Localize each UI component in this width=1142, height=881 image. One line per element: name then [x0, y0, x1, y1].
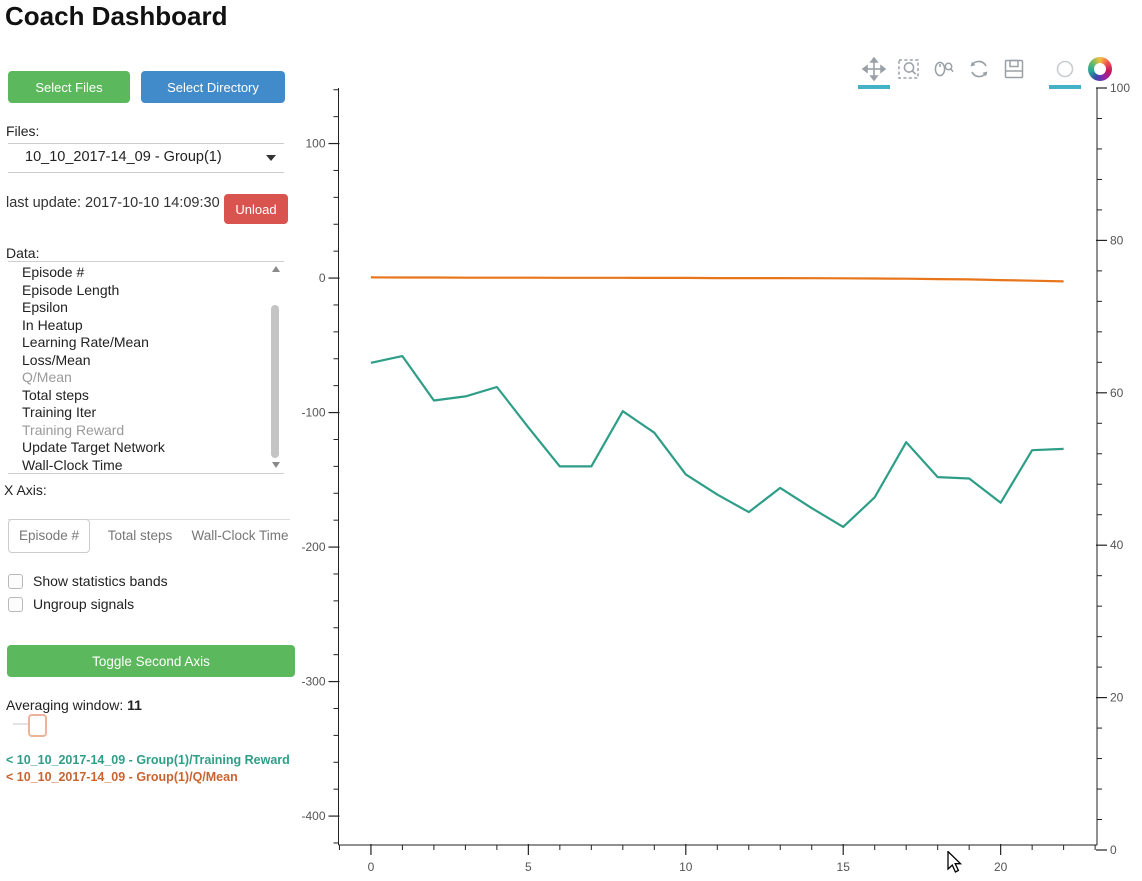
- axis-tick-label: 10: [679, 860, 693, 874]
- reset-icon: [970, 60, 988, 78]
- axis-tick-label: 60: [1110, 386, 1124, 400]
- data-list-item[interactable]: Loss/Mean: [22, 351, 91, 368]
- axis-tick-label: 0: [368, 860, 375, 874]
- axis-tick-label: 100: [1110, 81, 1130, 95]
- averaging-window-value: 11: [127, 697, 142, 713]
- scrollbar-thumb[interactable]: [271, 305, 279, 458]
- ungroup-signals-checkbox[interactable]: Ungroup signals: [8, 596, 134, 612]
- data-list-item[interactable]: Learning Rate/Mean: [22, 334, 149, 350]
- data-list-item[interactable]: Wall-Clock Time: [22, 456, 123, 473]
- axis-tick-label: 80: [1110, 233, 1124, 247]
- data-list-item[interactable]: Training Iter: [22, 404, 97, 420]
- data-list-item[interactable]: Episode #: [22, 264, 85, 280]
- axis-tick-label: -200: [301, 540, 325, 554]
- x-axis-label: X Axis:: [4, 482, 47, 498]
- axis-tick-label: -300: [301, 675, 325, 689]
- select-directory-button[interactable]: Select Directory: [141, 71, 285, 103]
- mouse-cursor-icon: [947, 851, 963, 873]
- active-tool-indicator: [1049, 85, 1081, 89]
- axis-tick-label: 40: [1110, 538, 1124, 552]
- axis-tick-label: 0: [319, 271, 326, 285]
- plot-toolbar: [858, 57, 1112, 91]
- data-list-item[interactable]: In Heatup: [22, 316, 83, 333]
- axis-tick-label: 15: [837, 860, 851, 874]
- save-icon: [1004, 59, 1024, 79]
- series-line: [370, 276, 1064, 283]
- show-statistics-bands-checkbox[interactable]: Show statistics bands: [8, 573, 168, 589]
- last-update-text: last update: 2017-10-10 14:09:30: [6, 195, 220, 211]
- files-label: Files:: [6, 123, 40, 139]
- legend-item[interactable]: < 10_10_2017-14_09 - Group(1)/Q/Mean: [6, 770, 238, 784]
- save-tool-button[interactable]: [1002, 57, 1026, 81]
- x-axis-option[interactable]: Wall-Clock Time: [191, 528, 289, 543]
- wheel-zoom-icon: [934, 61, 954, 77]
- data-signal-list[interactable]: Episode # Episode Length Epsilon In Heatup L…: [8, 261, 284, 474]
- data-list-item[interactable]: Episode Length: [22, 281, 120, 298]
- checkbox-icon[interactable]: [8, 596, 23, 612]
- reset-tool-button[interactable]: [967, 57, 991, 81]
- scroll-down-icon[interactable]: [272, 462, 280, 468]
- data-list-item[interactable]: Update Target Network: [22, 439, 165, 455]
- axis-tick-label: 5: [525, 860, 532, 874]
- page-title: Coach Dashboard: [5, 1, 228, 31]
- axis-tick-label: 20: [1110, 691, 1124, 705]
- wheel-zoom-tool-button[interactable]: [932, 57, 956, 81]
- axis-tick-label: 100: [305, 137, 325, 151]
- series-line: [370, 355, 1064, 529]
- averaging-slider-handle[interactable]: [28, 714, 47, 737]
- pan-icon: [862, 57, 886, 81]
- data-list-item[interactable]: Q/Mean: [22, 369, 72, 385]
- data-list-item[interactable]: Epsilon: [22, 299, 68, 315]
- select-files-button[interactable]: Select Files: [8, 71, 130, 103]
- averaging-slider-track[interactable]: [13, 723, 31, 725]
- pan-tool-button[interactable]: [858, 57, 890, 89]
- hover-icon: [1056, 60, 1074, 78]
- data-list-item[interactable]: Total steps: [22, 386, 89, 403]
- box-zoom-tool-button[interactable]: [897, 57, 921, 81]
- axis-tick-label: -100: [301, 406, 325, 420]
- axis-tick-label: -400: [301, 809, 325, 823]
- axis-tick-label: 0: [1110, 843, 1117, 857]
- x-axis-option[interactable]: Total steps: [107, 528, 173, 543]
- hover-tool-button[interactable]: [1049, 57, 1081, 89]
- axis-tick-label: 20: [994, 860, 1008, 874]
- box-zoom-icon: [898, 59, 919, 79]
- active-tool-indicator: [858, 85, 890, 89]
- chart-legend: < 10_10_2017-14_09 - Group(1)/Training R…: [6, 752, 298, 786]
- data-list-item[interactable]: Training Reward: [22, 421, 125, 438]
- bokeh-logo-icon[interactable]: [1088, 57, 1112, 81]
- unload-button[interactable]: Unload: [224, 194, 288, 224]
- checkbox-icon[interactable]: [8, 573, 23, 589]
- files-dropdown-value: 10_10_2017-14_09 - Group(1): [25, 149, 222, 165]
- legend-item[interactable]: < 10_10_2017-14_09 - Group(1)/Training R…: [6, 753, 290, 767]
- toggle-second-axis-button[interactable]: Toggle Second Axis: [7, 645, 295, 677]
- x-axis-option[interactable]: Episode #: [8, 519, 90, 553]
- data-label: Data:: [6, 245, 40, 261]
- files-dropdown[interactable]: 10_10_2017-14_09 - Group(1): [8, 143, 284, 173]
- x-axis-radio-group[interactable]: Episode # Total steps Wall-Clock Time: [8, 519, 290, 553]
- data-list-scrollbar[interactable]: [270, 262, 282, 471]
- scroll-up-icon[interactable]: [272, 266, 280, 272]
- averaging-window-label: Averaging window: 11: [6, 697, 142, 713]
- dropdown-caret-icon: [266, 155, 276, 161]
